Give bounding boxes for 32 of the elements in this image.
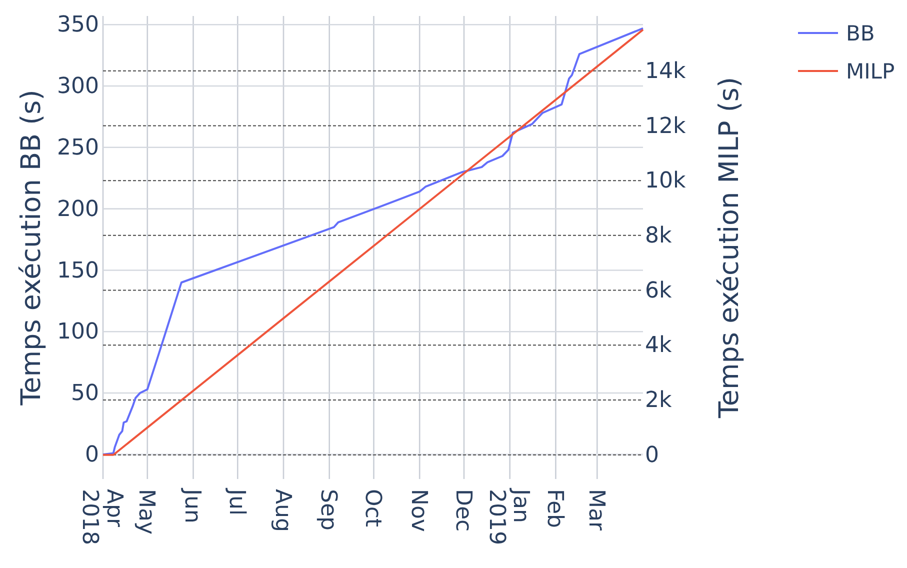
y2-tick-label: 12k xyxy=(645,114,686,139)
x-tick-label: Apr 2018 xyxy=(77,489,126,545)
y-tick-label: 0 xyxy=(85,442,99,468)
x-tick-label: Sep xyxy=(316,489,341,530)
x-tick-label: Jan 2019 xyxy=(484,487,534,545)
x-tick-label: May xyxy=(134,489,159,534)
y2-tick-label: 2k xyxy=(645,388,672,414)
y-tick-label: 300 xyxy=(57,74,99,100)
x-tick-label: Mar xyxy=(583,489,608,532)
y2-tick-label: 8k xyxy=(645,223,672,248)
x-tick-label: Jun xyxy=(180,487,205,524)
y2-tick-label: 10k xyxy=(645,168,686,194)
x-tick-label: Feb xyxy=(542,489,568,528)
y-axis-title: Temps exécution BB (s) xyxy=(16,90,47,406)
x-tick-label: Aug xyxy=(270,489,295,532)
y2-tick-label: 4k xyxy=(645,333,672,358)
y-tick-label: 250 xyxy=(57,135,99,160)
x-tick-label: Dec xyxy=(450,489,476,532)
y2-tick-label: 0 xyxy=(645,442,659,468)
y-tick-label: 200 xyxy=(57,196,99,222)
y-tick-label: 50 xyxy=(71,381,99,406)
x-tick-label: Jul xyxy=(224,487,249,516)
y-tick-label: 100 xyxy=(57,320,99,345)
y2-tick-label: 6k xyxy=(645,278,672,304)
y-tick-label: 350 xyxy=(57,12,99,38)
x-tick-label: Nov xyxy=(406,489,431,532)
y-tick-label: 150 xyxy=(57,258,99,284)
y2-axis-title: Temps exécution MILP (s) xyxy=(714,76,745,420)
legend-label: MILP xyxy=(846,59,895,84)
y2-tick-label: 14k xyxy=(645,58,686,84)
legend-label: BB xyxy=(846,21,875,46)
x-tick-label: Oct xyxy=(360,489,386,528)
